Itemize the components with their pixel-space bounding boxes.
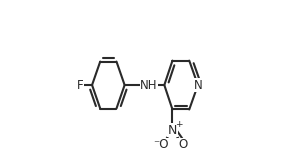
Text: +: + <box>175 120 183 129</box>
Text: F: F <box>77 79 83 92</box>
Text: NH: NH <box>140 79 158 92</box>
Text: N: N <box>168 124 177 136</box>
Text: O: O <box>178 138 187 151</box>
Text: ⁻O: ⁻O <box>153 138 168 151</box>
Text: N: N <box>194 79 202 92</box>
Text: N: N <box>168 124 178 136</box>
